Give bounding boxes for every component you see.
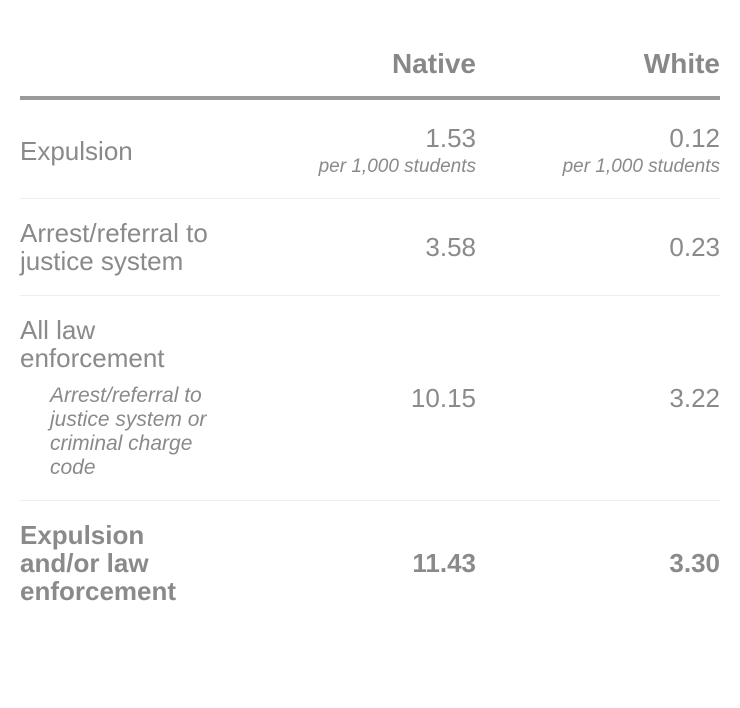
row-label: All law enforcement [20,315,165,373]
table-row: Expulsion 1.53 per 1,000 students 0.12 per… [20,98,720,199]
table-row: All law enforcement Arrest/referral to ju… [20,295,720,501]
header-label [20,48,240,100]
row-label: Expulsion and/or law enforcement [20,520,177,606]
value: 1.53 [425,123,476,153]
unit-label: per 1,000 students [562,156,720,177]
native-value: 3.58 [240,198,476,296]
header-white: White [476,48,720,100]
header-row: Native White [20,48,720,100]
row-note: Arrest/referral to justice system or cri… [50,384,207,479]
row-label-cell: All law enforcement Arrest/referral to ju… [20,295,240,501]
row-label-cell: Expulsion and/or law enforcement [20,501,240,626]
white-value: 3.22 [476,295,720,501]
native-value: 1.53 per 1,000 students [240,98,476,199]
row-label: Arrest/referral to justice system [20,198,240,296]
header-native: Native [240,48,476,100]
table-row: Arrest/referral to justice system 3.58 0… [20,198,720,296]
unit-label: per 1,000 students [318,156,476,177]
white-value: 3.30 [669,548,720,578]
white-value: 0.23 [476,198,720,296]
rates-table: Native White Expulsion 1.53 per 1,000 stu… [20,48,720,625]
native-value: 11.43 [412,548,476,578]
table-row-total: Expulsion and/or law enforcement 11.43 3… [20,501,720,626]
row-label: Expulsion [20,98,240,199]
white-value: 0.12 per 1,000 students [476,98,720,199]
value: 0.12 [669,123,720,153]
native-value: 10.15 [240,295,476,501]
